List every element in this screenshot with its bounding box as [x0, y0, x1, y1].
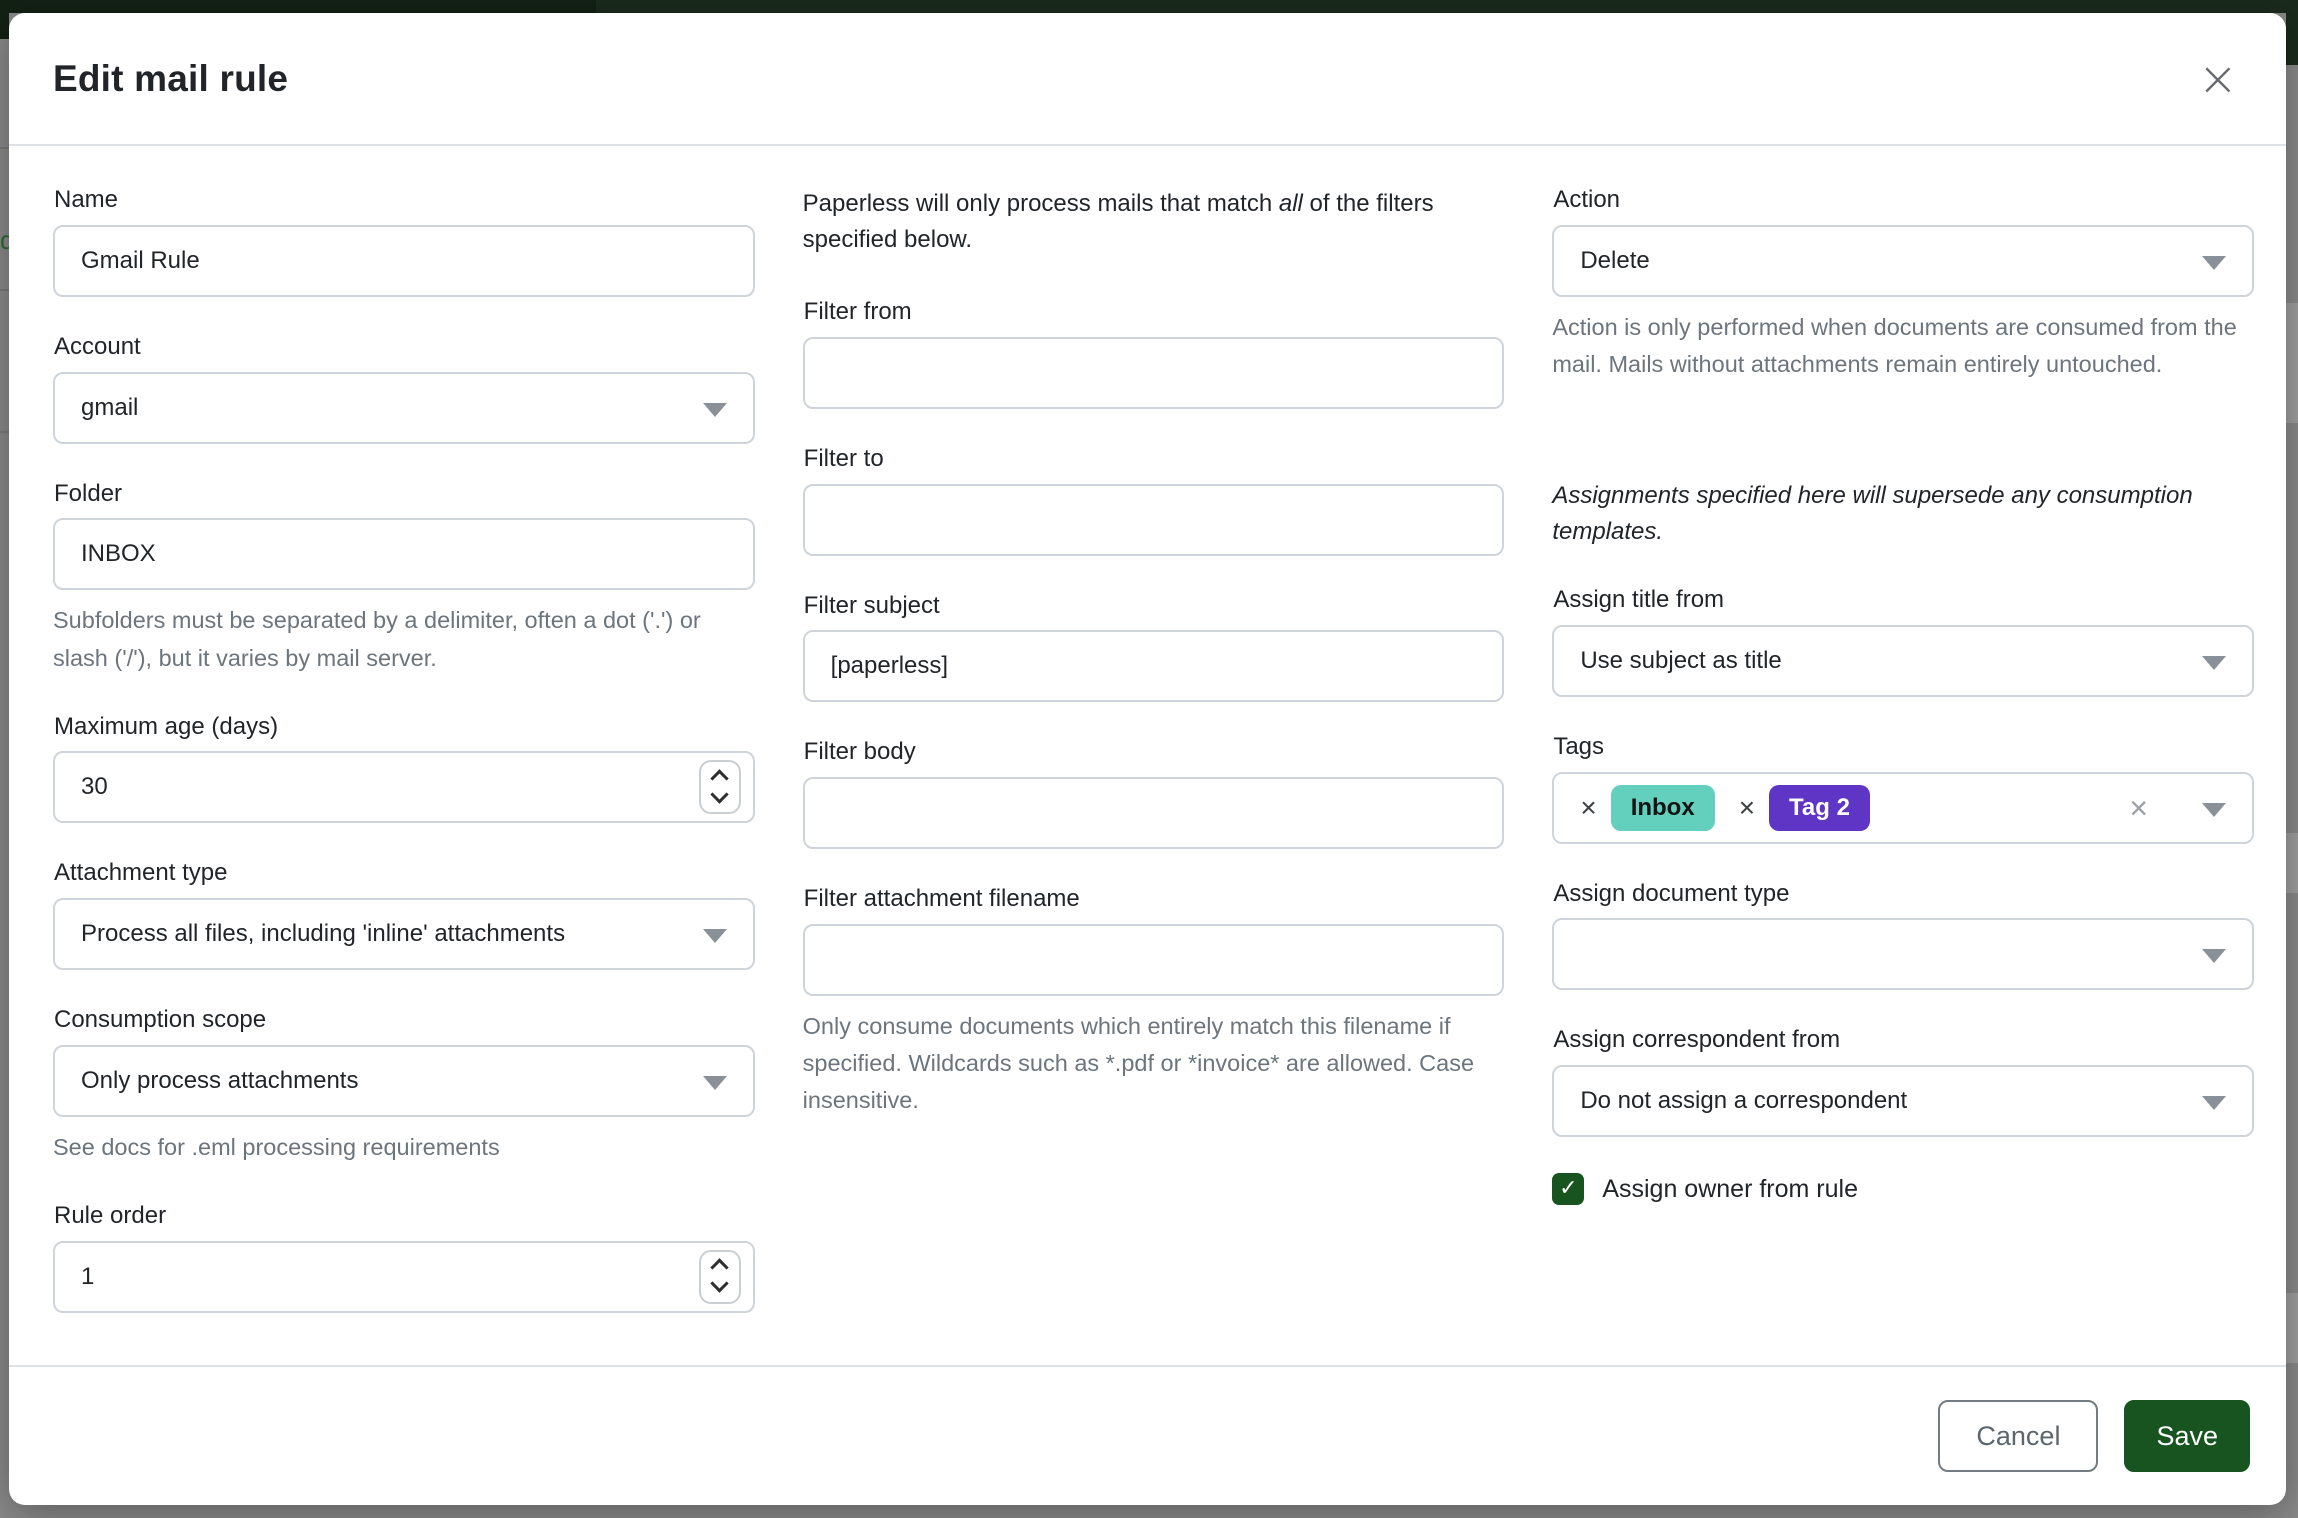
assign-doc-type-select[interactable] [1552, 918, 2254, 991]
dialog-footer: Cancel Save [9, 1365, 2286, 1505]
rule-order-field-group: Rule order [53, 1202, 755, 1313]
assign-doc-type-field-group: Assign document type [1552, 880, 2254, 991]
assign-owner-row: ✓ Assign owner from rule [1552, 1173, 2254, 1206]
max-age-stepper[interactable] [698, 760, 741, 815]
assign-correspondent-select[interactable]: Do not assign a correspondent [1552, 1065, 2254, 1138]
column-general: Name Account gmail Folder Subfolders mus… [53, 186, 755, 1365]
filter-from-input[interactable] [802, 336, 1505, 409]
consumption-scope-select[interactable]: Only process attachments [53, 1045, 755, 1118]
tags-multiselect[interactable]: × Inbox × Tag 2 × [1552, 771, 2254, 844]
attachment-type-select[interactable]: Process all files, including 'inline' at… [53, 898, 755, 971]
max-age-input[interactable] [53, 751, 755, 824]
action-selected-value: Delete [1580, 246, 1650, 274]
folder-input[interactable] [53, 518, 755, 591]
stepper-down-icon[interactable] [710, 785, 729, 804]
attachment-type-field-group: Attachment type Process all files, inclu… [53, 859, 755, 971]
stepper-down-icon[interactable] [710, 1274, 729, 1294]
filters-intro-text: Paperless will only process mails that m… [802, 190, 1434, 253]
checkmark-icon: ✓ [1559, 1176, 1578, 1202]
assign-correspondent-field-group: Assign correspondent from Do not assign … [1552, 1026, 2254, 1138]
dialog-body: Name Account gmail Folder Subfolders mus… [9, 146, 2286, 1365]
action-select[interactable]: Delete [1552, 224, 2254, 297]
consumption-scope-label: Consumption scope [54, 1006, 267, 1034]
rule-order-input[interactable] [53, 1240, 755, 1313]
dialog-title: Edit mail rule [53, 57, 289, 99]
chevron-down-icon [2202, 949, 2226, 964]
account-select[interactable]: gmail [53, 371, 755, 444]
filter-subject-label: Filter subject [803, 591, 940, 619]
filter-filename-label: Filter attachment filename [803, 885, 1080, 913]
remove-tag-inbox-icon[interactable]: × [1580, 791, 1597, 823]
save-button[interactable]: Save [2124, 1400, 2250, 1472]
assign-owner-label: Assign owner from rule [1602, 1174, 1858, 1203]
filter-filename-field-group: Filter attachment filename Only consume … [802, 885, 1505, 1119]
assign-owner-checkbox[interactable]: ✓ [1552, 1173, 1585, 1206]
attachment-type-label: Attachment type [54, 859, 228, 887]
cancel-button[interactable]: Cancel [1938, 1400, 2099, 1472]
folder-help-text: Subfolders must be separated by a delimi… [53, 607, 701, 671]
filter-to-label: Filter to [803, 444, 884, 472]
consumption-scope-field-group: Consumption scope Only process attachmen… [53, 1006, 755, 1166]
attachment-type-selected-value: Process all files, including 'inline' at… [81, 920, 566, 948]
background-navbar [0, 0, 2298, 13]
edit-mail-rule-dialog: Edit mail rule × Name Account gmail Fold… [9, 13, 2286, 1505]
account-label: Account [54, 332, 141, 360]
filter-to-field-group: Filter to [802, 444, 1505, 556]
filter-subject-input[interactable] [802, 630, 1505, 703]
assignments-note-text: Assignments specified here will supersed… [1552, 482, 2193, 546]
assign-correspondent-selected-value: Do not assign a correspondent [1580, 1087, 1908, 1115]
background-page-right-sliver [2286, 13, 2298, 1518]
assign-title-label: Assign title from [1553, 586, 1725, 614]
action-field-group: Action Delete Action is only performed w… [1552, 186, 2254, 383]
rule-order-label: Rule order [54, 1202, 167, 1230]
chevron-down-icon [2202, 1096, 2226, 1111]
close-icon[interactable]: × [2190, 55, 2246, 103]
folder-field-group: Folder Subfolders must be separated by a… [53, 480, 755, 677]
filter-subject-field-group: Filter subject [802, 591, 1505, 703]
name-field-group: Name [53, 186, 755, 297]
tags-field-group: Tags × Inbox × Tag 2 × [1552, 733, 2254, 844]
dialog-header: Edit mail rule × [9, 13, 2286, 146]
remove-tag-tag2-icon[interactable]: × [1738, 791, 1756, 823]
tag-chip-tag2[interactable]: Tag 2 [1769, 784, 1870, 831]
column-actions: Action Delete Action is only performed w… [1552, 186, 2254, 1365]
background-page-left-sliver: d [0, 13, 14, 1518]
action-label: Action [1553, 186, 1621, 213]
consumption-scope-help-text: See docs for .eml processing requirement… [53, 1134, 500, 1161]
action-help-text: Action is only performed when documents … [1552, 313, 2237, 377]
assign-title-select[interactable]: Use subject as title [1552, 624, 2254, 697]
filter-body-label: Filter body [803, 738, 916, 766]
tag-chip-inbox[interactable]: Inbox [1610, 784, 1715, 831]
filter-filename-help-text: Only consume documents which entirely ma… [802, 1012, 1475, 1114]
column-filters: Paperless will only process mails that m… [802, 186, 1505, 1365]
max-age-field-group: Maximum age (days) [53, 713, 755, 824]
chevron-down-icon [702, 1076, 727, 1091]
filter-filename-input[interactable] [802, 923, 1505, 996]
clear-tags-icon[interactable]: × [2129, 789, 2148, 826]
name-input[interactable] [53, 224, 755, 297]
filter-body-input[interactable] [802, 777, 1505, 850]
rule-order-stepper[interactable] [698, 1249, 741, 1304]
folder-label: Folder [54, 479, 123, 507]
max-age-label: Maximum age (days) [54, 712, 279, 740]
filter-to-input[interactable] [802, 483, 1505, 556]
assign-correspondent-label: Assign correspondent from [1553, 1026, 1841, 1054]
chevron-down-icon [2202, 655, 2226, 670]
assign-title-selected-value: Use subject as title [1580, 646, 1782, 674]
assign-title-field-group: Assign title from Use subject as title [1552, 586, 2254, 697]
filter-body-field-group: Filter body [802, 738, 1505, 850]
tags-label: Tags [1553, 732, 1605, 760]
chevron-down-icon [702, 929, 727, 944]
consumption-scope-selected-value: Only process attachments [81, 1067, 359, 1095]
assign-doc-type-label: Assign document type [1553, 879, 1790, 907]
account-field-group: Account gmail [53, 333, 755, 444]
chevron-down-icon [2202, 255, 2226, 270]
account-selected-value: gmail [81, 393, 139, 421]
chevron-down-icon [2202, 802, 2226, 817]
chevron-down-icon [702, 402, 727, 417]
filter-from-label: Filter from [803, 298, 912, 325]
name-label: Name [54, 186, 119, 213]
filter-from-field-group: Filter from [802, 298, 1505, 409]
